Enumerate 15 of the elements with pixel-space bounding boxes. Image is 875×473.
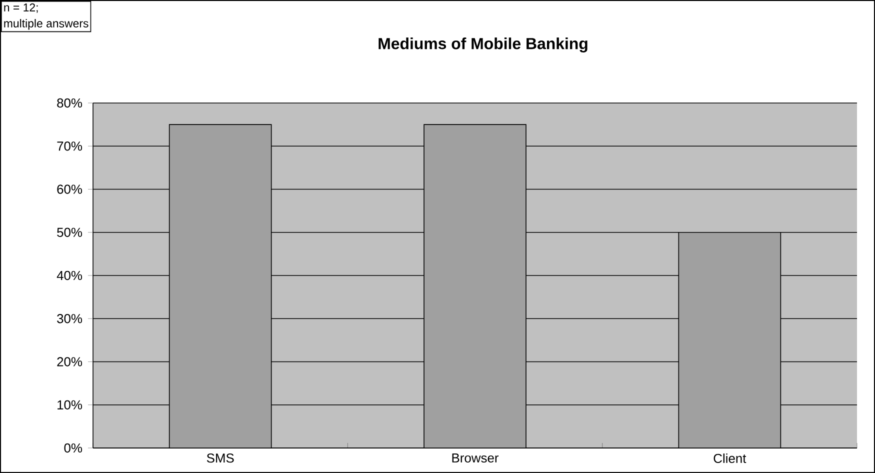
- y-tick-label: 70%: [57, 142, 82, 151]
- x-tick-label: Client: [714, 454, 746, 464]
- text: multiple answers: [4, 19, 88, 30]
- y-tick-label: 20%: [57, 357, 82, 366]
- y-tick-label: 0%: [64, 443, 82, 453]
- y-tick-label: 60%: [57, 184, 82, 194]
- x-tick-label: SMS: [206, 454, 234, 463]
- y-tick-label: 50%: [57, 228, 82, 237]
- y-tick-label: 80%: [57, 98, 82, 108]
- x-tick-label: Browser: [452, 454, 499, 463]
- y-tick-label: 30%: [57, 314, 82, 324]
- y-tick-label: 10%: [58, 400, 82, 410]
- chart-title: Mediums of Mobile Banking: [378, 38, 588, 52]
- y-tick-label: 40%: [56, 270, 82, 280]
- text: n = 12;: [4, 3, 38, 13]
